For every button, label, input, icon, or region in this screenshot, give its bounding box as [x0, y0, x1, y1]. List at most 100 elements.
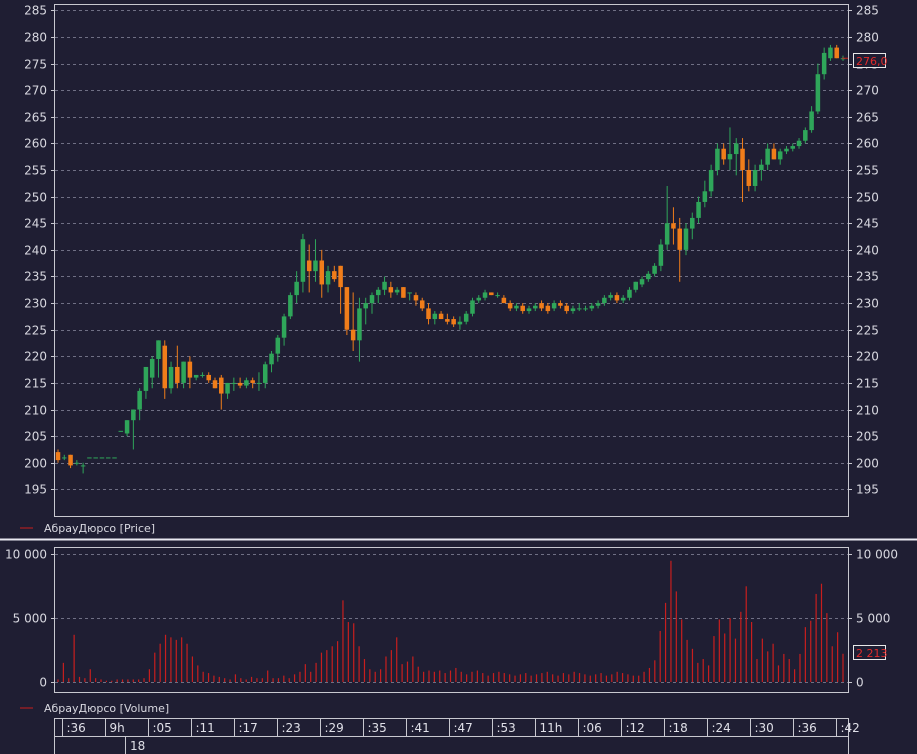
- candle-body: [369, 295, 375, 304]
- price-legend-label: АбрауДюрсо [Price]: [44, 522, 155, 535]
- candle-body: [74, 462, 80, 464]
- price-left-tick-label: 255: [24, 164, 47, 178]
- candle-body: [815, 74, 821, 112]
- volume-right-tick-label: 5 000: [856, 612, 890, 626]
- time-axis-tick-label: :24: [712, 721, 731, 735]
- candle-body: [131, 409, 136, 421]
- price-right-tick-label: 265: [856, 111, 879, 125]
- candle-body: [319, 260, 325, 285]
- time-axis-tick-label: :12: [626, 721, 645, 735]
- time-axis-tick-label: :30: [755, 721, 774, 735]
- candle-body: [633, 281, 639, 290]
- candle-body: [740, 148, 745, 171]
- candle-body: [558, 303, 563, 306]
- candle-body: [583, 308, 588, 310]
- price-left-tick-label: 280: [24, 31, 47, 45]
- volume-last-badge-value: 2 213: [856, 647, 888, 660]
- time-axis-day-label: 18: [130, 739, 145, 753]
- candle-body: [702, 191, 708, 202]
- candle-body: [803, 130, 808, 141]
- candle-body: [143, 366, 149, 391]
- price-right-tick-label: 280: [856, 31, 879, 45]
- candle-body: [313, 260, 318, 272]
- candle-body: [149, 358, 155, 378]
- candle-body: [394, 289, 400, 293]
- price-right-tick-label: 225: [856, 324, 879, 338]
- candle-body: [382, 281, 387, 290]
- candle-body: [413, 295, 419, 301]
- candle-body: [137, 390, 142, 410]
- candle-body: [821, 52, 827, 75]
- candle-body: [589, 305, 595, 309]
- candle-body: [244, 380, 249, 386]
- candle-body: [105, 457, 111, 459]
- price-left-tick-label: 240: [24, 244, 47, 258]
- time-axis-tick-label: :29: [325, 721, 344, 735]
- candle-body: [225, 382, 230, 394]
- candle-body: [570, 308, 576, 312]
- candle-body: [332, 271, 337, 280]
- candle-body: [620, 297, 626, 301]
- candle-body: [533, 305, 538, 309]
- candle-body: [156, 340, 161, 359]
- price-right-tick-label: 230: [856, 297, 879, 311]
- candle-body: [696, 201, 701, 218]
- candle-body: [677, 228, 682, 250]
- candle-body: [256, 382, 262, 384]
- candle-body: [834, 47, 839, 59]
- candle-body: [112, 457, 117, 459]
- candle-body: [520, 305, 525, 312]
- price-left-tick-label: 265: [24, 111, 47, 125]
- candle-body: [463, 313, 469, 322]
- candle-body: [646, 273, 651, 280]
- candle-body: [708, 170, 714, 192]
- candle-body: [784, 148, 789, 152]
- candle-body: [175, 366, 180, 383]
- candle-body: [752, 170, 758, 186]
- candle-body: [445, 319, 450, 322]
- price-left-tick-label: 235: [24, 270, 47, 284]
- price-right-tick-label: 205: [856, 430, 879, 444]
- candle-body: [539, 303, 544, 309]
- time-axis-tick-label: :42: [841, 721, 860, 735]
- time-axis-tick-label: :35: [368, 721, 387, 735]
- candle-body: [438, 313, 444, 320]
- candle-body: [564, 305, 569, 312]
- price-left-tick-label: 275: [24, 58, 47, 72]
- candle-body: [514, 305, 519, 309]
- candle-body: [68, 454, 73, 466]
- candle-body: [482, 292, 488, 298]
- candle-body: [796, 140, 802, 147]
- candle-body: [721, 148, 726, 160]
- price-left-tick-label: 205: [24, 430, 47, 444]
- candle-body: [99, 457, 105, 459]
- candle-body: [62, 457, 67, 459]
- price-left-tick-label: 270: [24, 84, 47, 98]
- candle-body: [727, 154, 733, 160]
- price-left-tick-label: 210: [24, 404, 47, 418]
- candle-body: [664, 223, 670, 245]
- time-axis-tick-label: :18: [669, 721, 688, 735]
- time-axis-tick-label: 9h: [110, 721, 125, 735]
- candle-body: [426, 308, 431, 320]
- volume-legend: АбрауДюрсо [Volume]: [20, 702, 169, 715]
- candle-body: [376, 289, 381, 296]
- candle-body: [407, 292, 412, 294]
- price-right-tick-label: 245: [856, 217, 879, 231]
- volume-right-axis: 10 000 5 000 0: [848, 548, 898, 690]
- price-right-tick-label: 250: [856, 191, 879, 205]
- price-last-badge: 276,0: [853, 53, 888, 68]
- time-axis-tick-label: :41: [411, 721, 430, 735]
- volume-left-tick-label: 10 000: [5, 548, 47, 562]
- candle-body: [55, 452, 61, 461]
- price-left-axis: 285 280 275 270 265 260 255 250 245 240 235 230 225 2…: [24, 4, 55, 497]
- volume-plot-frame: [54, 547, 849, 693]
- candle-body: [451, 319, 456, 325]
- price-right-tick-label: 240: [856, 244, 879, 258]
- candle-body: [80, 465, 86, 467]
- volume-right-tick-label: 10 000: [856, 548, 898, 562]
- candle-body: [671, 223, 676, 229]
- price-last-badge-box: [853, 53, 886, 68]
- price-left-tick-label: 200: [24, 457, 47, 471]
